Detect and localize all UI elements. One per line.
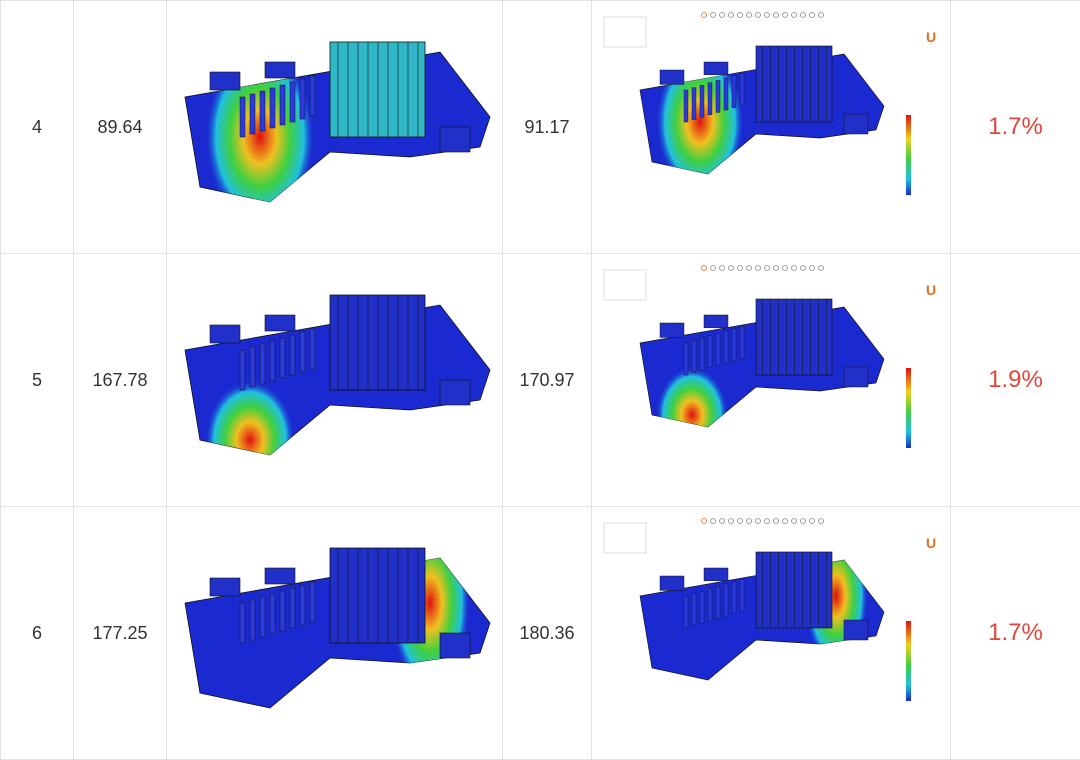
mode-cell: 5: [0, 253, 74, 507]
error-cell: 1.9%: [950, 253, 1080, 507]
svg-text:U: U: [926, 535, 936, 551]
simulation-render: [184, 41, 490, 203]
error-cell: 1.7%: [950, 0, 1080, 254]
image-cell: [166, 253, 503, 507]
frequency-cell: 180.36: [502, 506, 592, 760]
table-row: 5 167.78 170.97 U 1.9%: [0, 253, 1080, 507]
image-cell: [166, 0, 503, 254]
simulation-render: [184, 294, 490, 456]
mode-cell: 6: [0, 506, 74, 760]
simulation-screenshot: U: [603, 12, 936, 195]
table-row: 4 89.64 91.17 U 1.7%: [0, 0, 1080, 254]
simulation-render: [184, 547, 490, 709]
frequency-cell: 167.78: [73, 253, 167, 507]
simulation-screenshot: U: [603, 518, 936, 701]
frequency-cell: 89.64: [73, 0, 167, 254]
image-cell: U: [591, 0, 951, 254]
svg-text:U: U: [926, 29, 936, 45]
image-cell: [166, 506, 503, 760]
error-cell: 1.7%: [950, 506, 1080, 760]
frequency-cell: 177.25: [73, 506, 167, 760]
frequency-cell: 91.17: [502, 0, 592, 254]
mode-cell: 4: [0, 0, 74, 254]
simulation-screenshot: U: [603, 265, 936, 448]
svg-text:U: U: [926, 282, 936, 298]
image-cell: U: [591, 253, 951, 507]
frequency-cell: 170.97: [502, 253, 592, 507]
image-cell: U: [591, 506, 951, 760]
table-row: 6 177.25 180.36 U 1.7%: [0, 506, 1080, 760]
